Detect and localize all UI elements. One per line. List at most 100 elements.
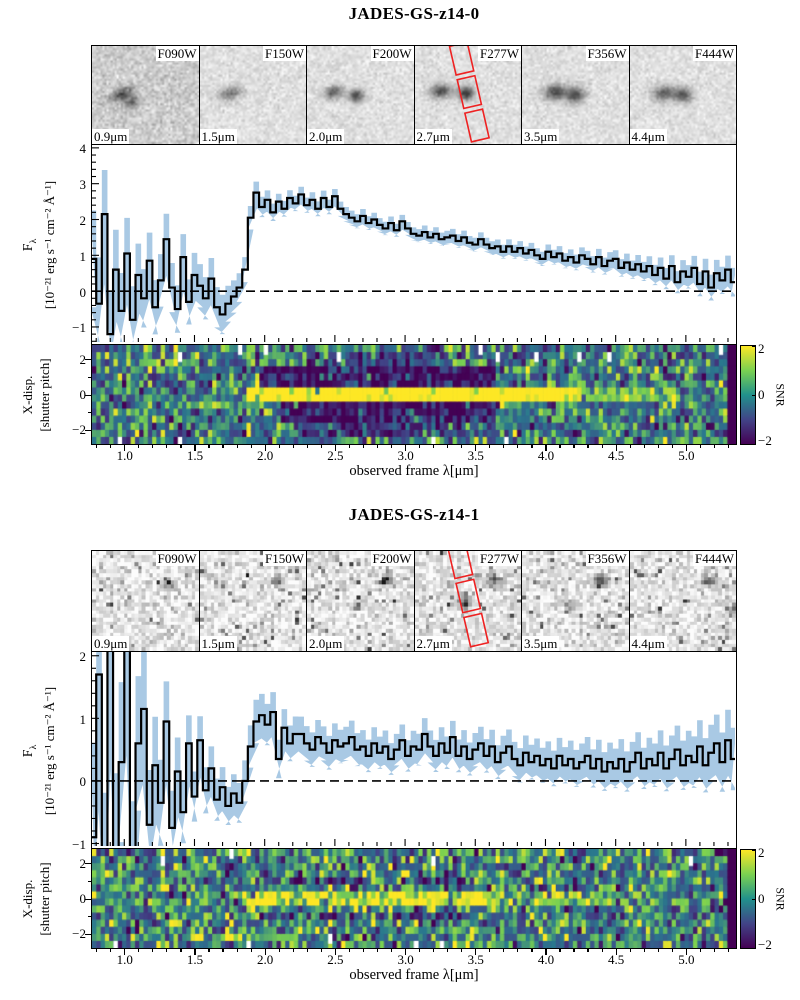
- x-axis-tick: [264, 445, 266, 451]
- x-axis-tick: [601, 445, 603, 448]
- flux-tick-label: 4: [79, 141, 87, 157]
- cutout-image: [307, 46, 414, 144]
- x-tick-label: 2.0: [257, 952, 274, 967]
- wavelength-label: 2.0μm: [307, 129, 345, 144]
- x-axis-tick: [222, 949, 224, 952]
- x-axis-tick: [489, 949, 491, 952]
- x-axis-tick: [236, 949, 238, 952]
- x-axis-tick: [124, 949, 126, 955]
- x-axis-tick: [615, 949, 617, 955]
- x-axis-tick: [96, 445, 98, 448]
- wavelength-label: 4.4μm: [629, 636, 667, 651]
- x-axis-tick: [503, 445, 505, 448]
- filter-label: F090W: [155, 551, 199, 566]
- cutout-image: [629, 551, 736, 651]
- snr-map-image: [92, 345, 736, 444]
- x-axis-tick: [531, 949, 533, 952]
- x-axis-tick: [699, 949, 701, 952]
- cutout-panel-F444W: F444W 4.4μm: [629, 46, 736, 144]
- x-tick-label: 3.5: [467, 448, 484, 463]
- colorbar-tick-label: 0: [758, 891, 765, 906]
- x-axis-tick: [461, 445, 463, 448]
- x-axis-tick: [208, 445, 210, 448]
- x-tick-label: 2.5: [327, 448, 344, 463]
- x-axis-tick: [334, 949, 336, 955]
- x-axis-title: observed frame λ[μm]: [349, 967, 479, 983]
- x-axis-tick: [573, 949, 575, 952]
- flux-tick-label: 2: [79, 649, 87, 665]
- flux-line: [92, 652, 735, 846]
- x-axis-tick: [447, 949, 449, 952]
- xdisp-axis-tick: [88, 412, 91, 414]
- x-axis-tick: [306, 949, 308, 952]
- flux-line: [92, 191, 735, 336]
- snr-map-image: [92, 849, 736, 948]
- x-axis-tick: [461, 949, 463, 952]
- wavelength-label: 1.5μm: [199, 129, 237, 144]
- spectrum-panel-z14-1: [91, 652, 737, 849]
- wavelength-label: 3.5μm: [522, 636, 560, 651]
- shutter-group: [446, 551, 489, 648]
- x-axis-tick: [180, 445, 182, 448]
- x-tick-label: 3.5: [467, 952, 484, 967]
- xdisp-tick-label: −2: [72, 422, 86, 438]
- x-axis-tick: [699, 445, 701, 448]
- cutout-image: [629, 46, 736, 144]
- cutout-image: [199, 46, 306, 144]
- msa-shutter-overlay: [446, 551, 489, 648]
- xdisp-axis-units-label: [shutter pitch]: [37, 358, 52, 432]
- x-axis-tick: [208, 949, 210, 952]
- x-axis-tick: [96, 949, 98, 952]
- snr-map-z14-1: [91, 849, 737, 949]
- x-axis-tick: [419, 445, 421, 448]
- xdisp-axis-tick: [88, 880, 91, 883]
- x-axis-tick: [657, 949, 659, 952]
- x-axis-tick: [320, 949, 322, 952]
- x-axis-tick: [643, 949, 645, 952]
- x-axis-tick: [447, 445, 449, 448]
- wavelength-label: 2.7μm: [414, 129, 452, 144]
- xdisp-axis-tick: [88, 376, 91, 379]
- x-axis-tick: [727, 445, 730, 448]
- x-axis-tick: [503, 949, 505, 952]
- cutout-panel-F277W: F277W 2.7μm: [414, 46, 522, 144]
- x-axis-tick: [306, 445, 308, 448]
- cutout-image: [199, 551, 306, 651]
- x-axis-tick: [376, 949, 379, 952]
- xdisp-tick-label: 2: [79, 351, 87, 367]
- cutout-panel-F356W: F356W 3.5μm: [522, 46, 630, 144]
- x-axis-tick: [278, 949, 280, 952]
- x-tick-label: 4.0: [537, 952, 555, 967]
- wavelength-label: 0.9μm: [92, 129, 130, 144]
- x-axis-tick: [362, 949, 365, 952]
- x-tick-label: 1.5: [186, 952, 204, 967]
- cutout-panel-F150W: F150W 1.5μm: [199, 46, 307, 144]
- cutout-panel-F356W: F356W 3.5μm: [522, 551, 630, 651]
- colorbar-tick-label: 2: [758, 845, 765, 860]
- x-axis-tick: [152, 445, 154, 448]
- filter-label: F356W: [585, 551, 629, 566]
- x-axis-tick: [475, 445, 477, 451]
- snr-map-z14-0: [91, 345, 737, 445]
- colorbar-tick-label: −2: [758, 433, 772, 448]
- x-axis-tick: [601, 949, 603, 952]
- colorbar-z14-0: [740, 345, 756, 445]
- flux-tick-label: −1: [72, 836, 86, 852]
- x-axis-tick: [404, 949, 407, 955]
- x-axis-tick: [194, 949, 196, 955]
- x-axis-tick: [110, 949, 112, 952]
- colorbar-tick: [752, 394, 755, 396]
- x-axis-tick: [222, 445, 224, 448]
- colorbar-tick-label: 0: [758, 387, 765, 402]
- x-tick-label: 1.0: [116, 448, 133, 463]
- x-axis-tick: [166, 949, 168, 952]
- xdisp-tick-label: 0: [79, 387, 87, 402]
- x-axis-tick: [348, 445, 350, 448]
- xdisp-axis-label: X-disp.: [20, 375, 35, 415]
- cutout-panel-F090W: F090W 0.9μm: [92, 551, 200, 651]
- filter-label: F090W: [155, 46, 199, 61]
- flux-tick-label: 2: [79, 213, 87, 228]
- wavelength-label: 4.4μm: [629, 129, 667, 144]
- xdisp-axis-label: X-disp.: [20, 879, 35, 919]
- flux-tick-label: 1: [79, 711, 87, 727]
